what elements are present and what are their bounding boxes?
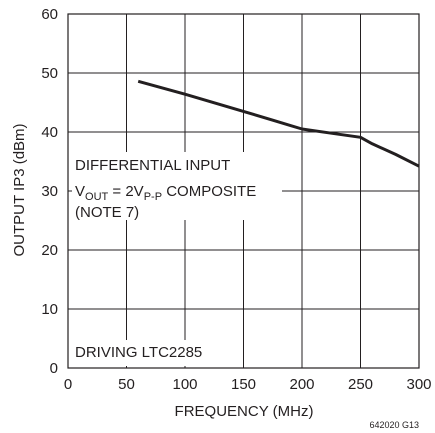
figure-id: 642020 G13 xyxy=(369,420,419,430)
annotation-sub-out: OUT xyxy=(85,191,109,203)
series-line xyxy=(137,79,420,168)
annotation-v: V xyxy=(75,183,85,200)
y-tick-label: 20 xyxy=(41,242,58,259)
x-tick-label: 50 xyxy=(118,376,135,393)
y-tick-label: 0 xyxy=(50,360,58,377)
annotation-line-1: DIFFERENTIAL INPUT xyxy=(75,157,230,174)
annotation-composite: COMPOSITE xyxy=(162,183,256,200)
annotation-sub-pp: P-P xyxy=(144,191,162,203)
x-tick-label: 250 xyxy=(348,376,373,393)
plot-frame xyxy=(67,13,420,369)
x-tick-label: 0 xyxy=(64,376,72,393)
y-tick-label: 10 xyxy=(41,301,58,318)
x-tick-label: 200 xyxy=(289,376,314,393)
annotation-background xyxy=(72,152,282,220)
y-tick-label: 40 xyxy=(41,124,58,141)
tick-labels: 0 50 100 150 200 250 300 0 10 20 30 40 50 60 xyxy=(41,6,431,393)
annotation-equals: = 2V xyxy=(108,183,143,200)
y-tick-label: 50 xyxy=(41,65,58,82)
x-axis-title: FREQUENCY (MHz) xyxy=(175,403,314,420)
annotation-line-3: (NOTE 7) xyxy=(75,204,139,221)
bottom-note-background xyxy=(72,340,222,366)
x-tick-label: 300 xyxy=(406,376,431,393)
annotation-line-2: VOUT = 2VP-P COMPOSITE xyxy=(75,183,256,203)
bottom-note: DRIVING LTC2285 xyxy=(75,344,202,361)
x-tick-label: 150 xyxy=(231,376,256,393)
y-axis-title: OUTPUT IP3 (dBm) xyxy=(11,123,28,256)
series-group xyxy=(137,79,420,168)
x-tick-label: 100 xyxy=(172,376,197,393)
y-tick-label: 30 xyxy=(41,183,58,200)
y-tick-label: 60 xyxy=(41,6,58,23)
